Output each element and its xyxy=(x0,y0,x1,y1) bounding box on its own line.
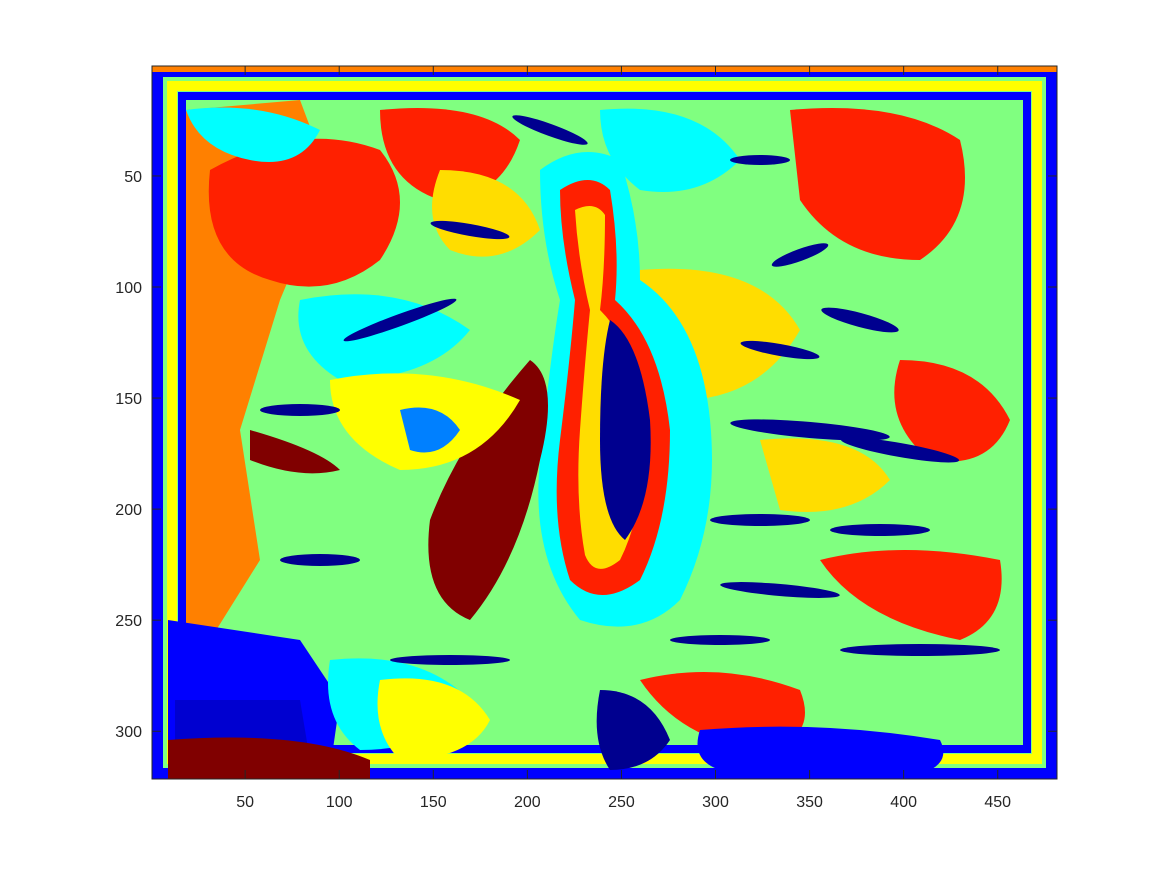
region-red-upper-right xyxy=(790,108,965,260)
x-axis: 50 100 150 200 250 300 350 400 450 xyxy=(236,66,1011,811)
x-tick-label: 200 xyxy=(514,794,541,811)
x-tick-label: 350 xyxy=(796,794,823,811)
axes-box xyxy=(151,65,1058,780)
y-tick-label: 100 xyxy=(115,280,142,297)
region-cyan-top-left xyxy=(186,107,320,162)
y-tick-label: 300 xyxy=(115,724,142,741)
x-tick-label: 50 xyxy=(236,794,254,811)
region-darkred-bottom xyxy=(168,737,370,779)
region-dark-bottom-center xyxy=(596,690,670,770)
region-darkred-tail xyxy=(250,430,340,474)
region-red-upper-left xyxy=(208,138,400,287)
x-tick-label: 100 xyxy=(326,794,353,811)
bird-wing-dark xyxy=(600,320,651,540)
region-red-right xyxy=(894,360,1010,462)
y-tick-label: 50 xyxy=(124,169,142,186)
region-blue-bottom-right xyxy=(697,726,944,770)
frame-top-edge xyxy=(152,66,1057,72)
region-yellow-right xyxy=(760,438,890,512)
region-yellow-upper xyxy=(432,170,540,257)
y-axis: 50 100 150 200 250 300 xyxy=(115,169,1057,741)
x-tick-label: 300 xyxy=(702,794,729,811)
region-yellow-bottom xyxy=(377,678,490,760)
y-tick-label: 250 xyxy=(115,613,142,630)
y-tick-label: 200 xyxy=(115,502,142,519)
region-second-bird-spot xyxy=(400,407,460,453)
x-tick-label: 250 xyxy=(608,794,635,811)
region-cyan-top-mid xyxy=(600,108,740,192)
x-tick-label: 150 xyxy=(420,794,447,811)
region-darkred-center xyxy=(428,360,548,620)
x-tick-label: 400 xyxy=(890,794,917,811)
region-red-lower-right xyxy=(820,550,1002,640)
ripple-streaks xyxy=(260,115,1000,665)
segmentation-image xyxy=(152,66,1057,779)
x-tick-label: 450 xyxy=(984,794,1011,811)
y-tick-label: 150 xyxy=(115,391,142,408)
